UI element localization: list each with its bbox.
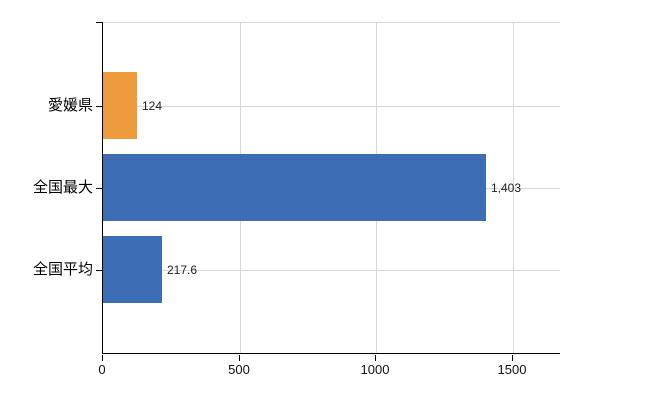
y-axis-top-tick: [96, 22, 103, 23]
bar-1: [103, 72, 137, 139]
bar-2: [103, 154, 486, 221]
value-label: 124: [142, 99, 163, 113]
x-gridline: [513, 22, 514, 353]
x-axis-tick: [512, 355, 513, 361]
x-axis-tick: [239, 355, 240, 361]
row-gridline: [103, 270, 560, 271]
x-tick-label: 0: [98, 362, 106, 377]
row-gridline: [103, 106, 560, 107]
x-tick-label: 500: [228, 362, 250, 377]
y-axis-tick: [96, 106, 103, 107]
x-axis-tick: [375, 355, 376, 361]
plot-top-gridline: [103, 22, 560, 23]
category-label: 全国最大: [32, 179, 93, 196]
x-axis-tick: [102, 355, 103, 361]
y-axis-tick: [96, 188, 103, 189]
plot-area: 124 1,403 217.6: [102, 22, 560, 354]
category-label: 愛媛県: [47, 97, 93, 114]
category-label: 全国平均: [32, 261, 93, 278]
y-axis-tick: [96, 270, 103, 271]
x-tick-label: 1500: [497, 362, 527, 377]
value-label: 217.6: [167, 263, 198, 277]
bar-3: [103, 236, 162, 303]
value-label: 1,403: [491, 181, 522, 195]
x-tick-label: 1000: [360, 362, 390, 377]
